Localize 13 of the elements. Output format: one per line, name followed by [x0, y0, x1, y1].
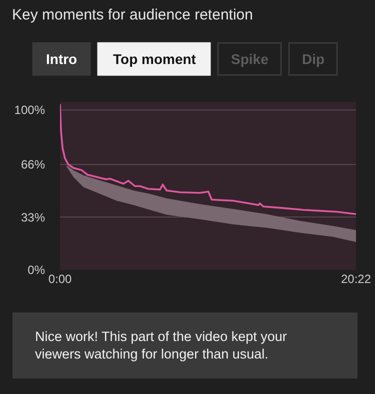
- y-tick-label: 66%: [20, 158, 46, 172]
- text: Dip: [302, 51, 325, 67]
- text: Intro: [46, 51, 78, 67]
- x-tick-label: 0:00: [48, 272, 72, 286]
- text: Nice work! This part of the video kept your viewers watching for longer than usual.: [35, 329, 288, 362]
- chart-title: Key moments for audience retention: [12, 6, 253, 24]
- text: Spike: [231, 51, 269, 67]
- y-tick-label: 100%: [14, 103, 46, 118]
- y-tick-label: 0%: [28, 263, 46, 278]
- y-tick-label: 33%: [20, 210, 46, 224]
- line-series: [60, 103, 356, 216]
- text: Top moment: [113, 51, 196, 67]
- x-tick-label: 20:22: [340, 272, 372, 286]
